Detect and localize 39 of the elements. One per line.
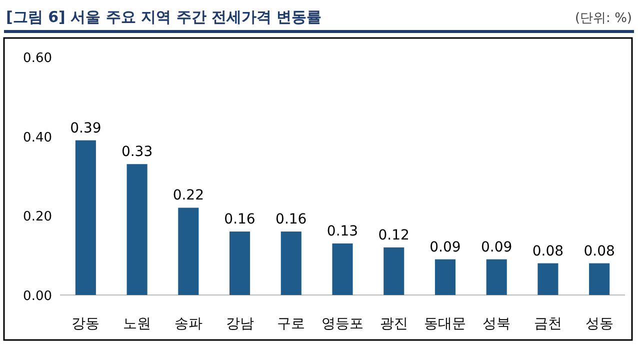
bar: [384, 247, 404, 295]
bar: [486, 259, 507, 295]
bar: [538, 263, 558, 295]
x-tick-label: 성동: [585, 316, 614, 332]
data-label: 0.09: [481, 239, 512, 256]
chart-title: [그림 6] 서울 주요 지역 주간 전세가격 변동률: [6, 8, 322, 26]
bar: [332, 243, 353, 295]
data-label: 0.16: [224, 212, 256, 228]
bar: [178, 208, 199, 295]
bar: [75, 140, 96, 295]
x-tick-label: 동대문: [424, 316, 466, 332]
bar: [434, 259, 456, 295]
x-tick-label: 노원: [123, 316, 152, 332]
y-tick-label: 0.40: [23, 130, 52, 146]
data-label: 0.09: [430, 239, 461, 256]
bar: [280, 232, 302, 295]
data-label: 0.16: [276, 212, 307, 228]
data-label: 0.12: [378, 227, 410, 244]
x-tick-label: 강동: [72, 316, 100, 332]
data-label: 0.39: [70, 120, 102, 136]
data-label: 0.22: [172, 188, 204, 204]
x-tick-label: 영등포: [322, 316, 364, 332]
data-label: 0.08: [584, 243, 615, 260]
y-tick-label: 0.20: [23, 210, 52, 225]
data-label: 0.33: [121, 144, 153, 160]
data-label: 0.08: [532, 243, 564, 260]
y-tick-label: 0.60: [23, 51, 52, 66]
data-label: 0.13: [326, 223, 358, 240]
x-tick-label: 광진: [380, 316, 408, 332]
x-tick-label: 송파: [174, 316, 202, 332]
bar: [126, 164, 148, 295]
bar: [230, 232, 250, 295]
y-tick-label: 0.00: [23, 289, 52, 304]
x-tick-label: 성북: [482, 316, 511, 332]
text: (단위: %): [574, 11, 632, 26]
x-tick-label: 구로: [277, 316, 306, 332]
x-tick-label: 강남: [226, 316, 254, 332]
bar: [589, 263, 610, 295]
x-tick-label: 금천: [534, 316, 562, 332]
